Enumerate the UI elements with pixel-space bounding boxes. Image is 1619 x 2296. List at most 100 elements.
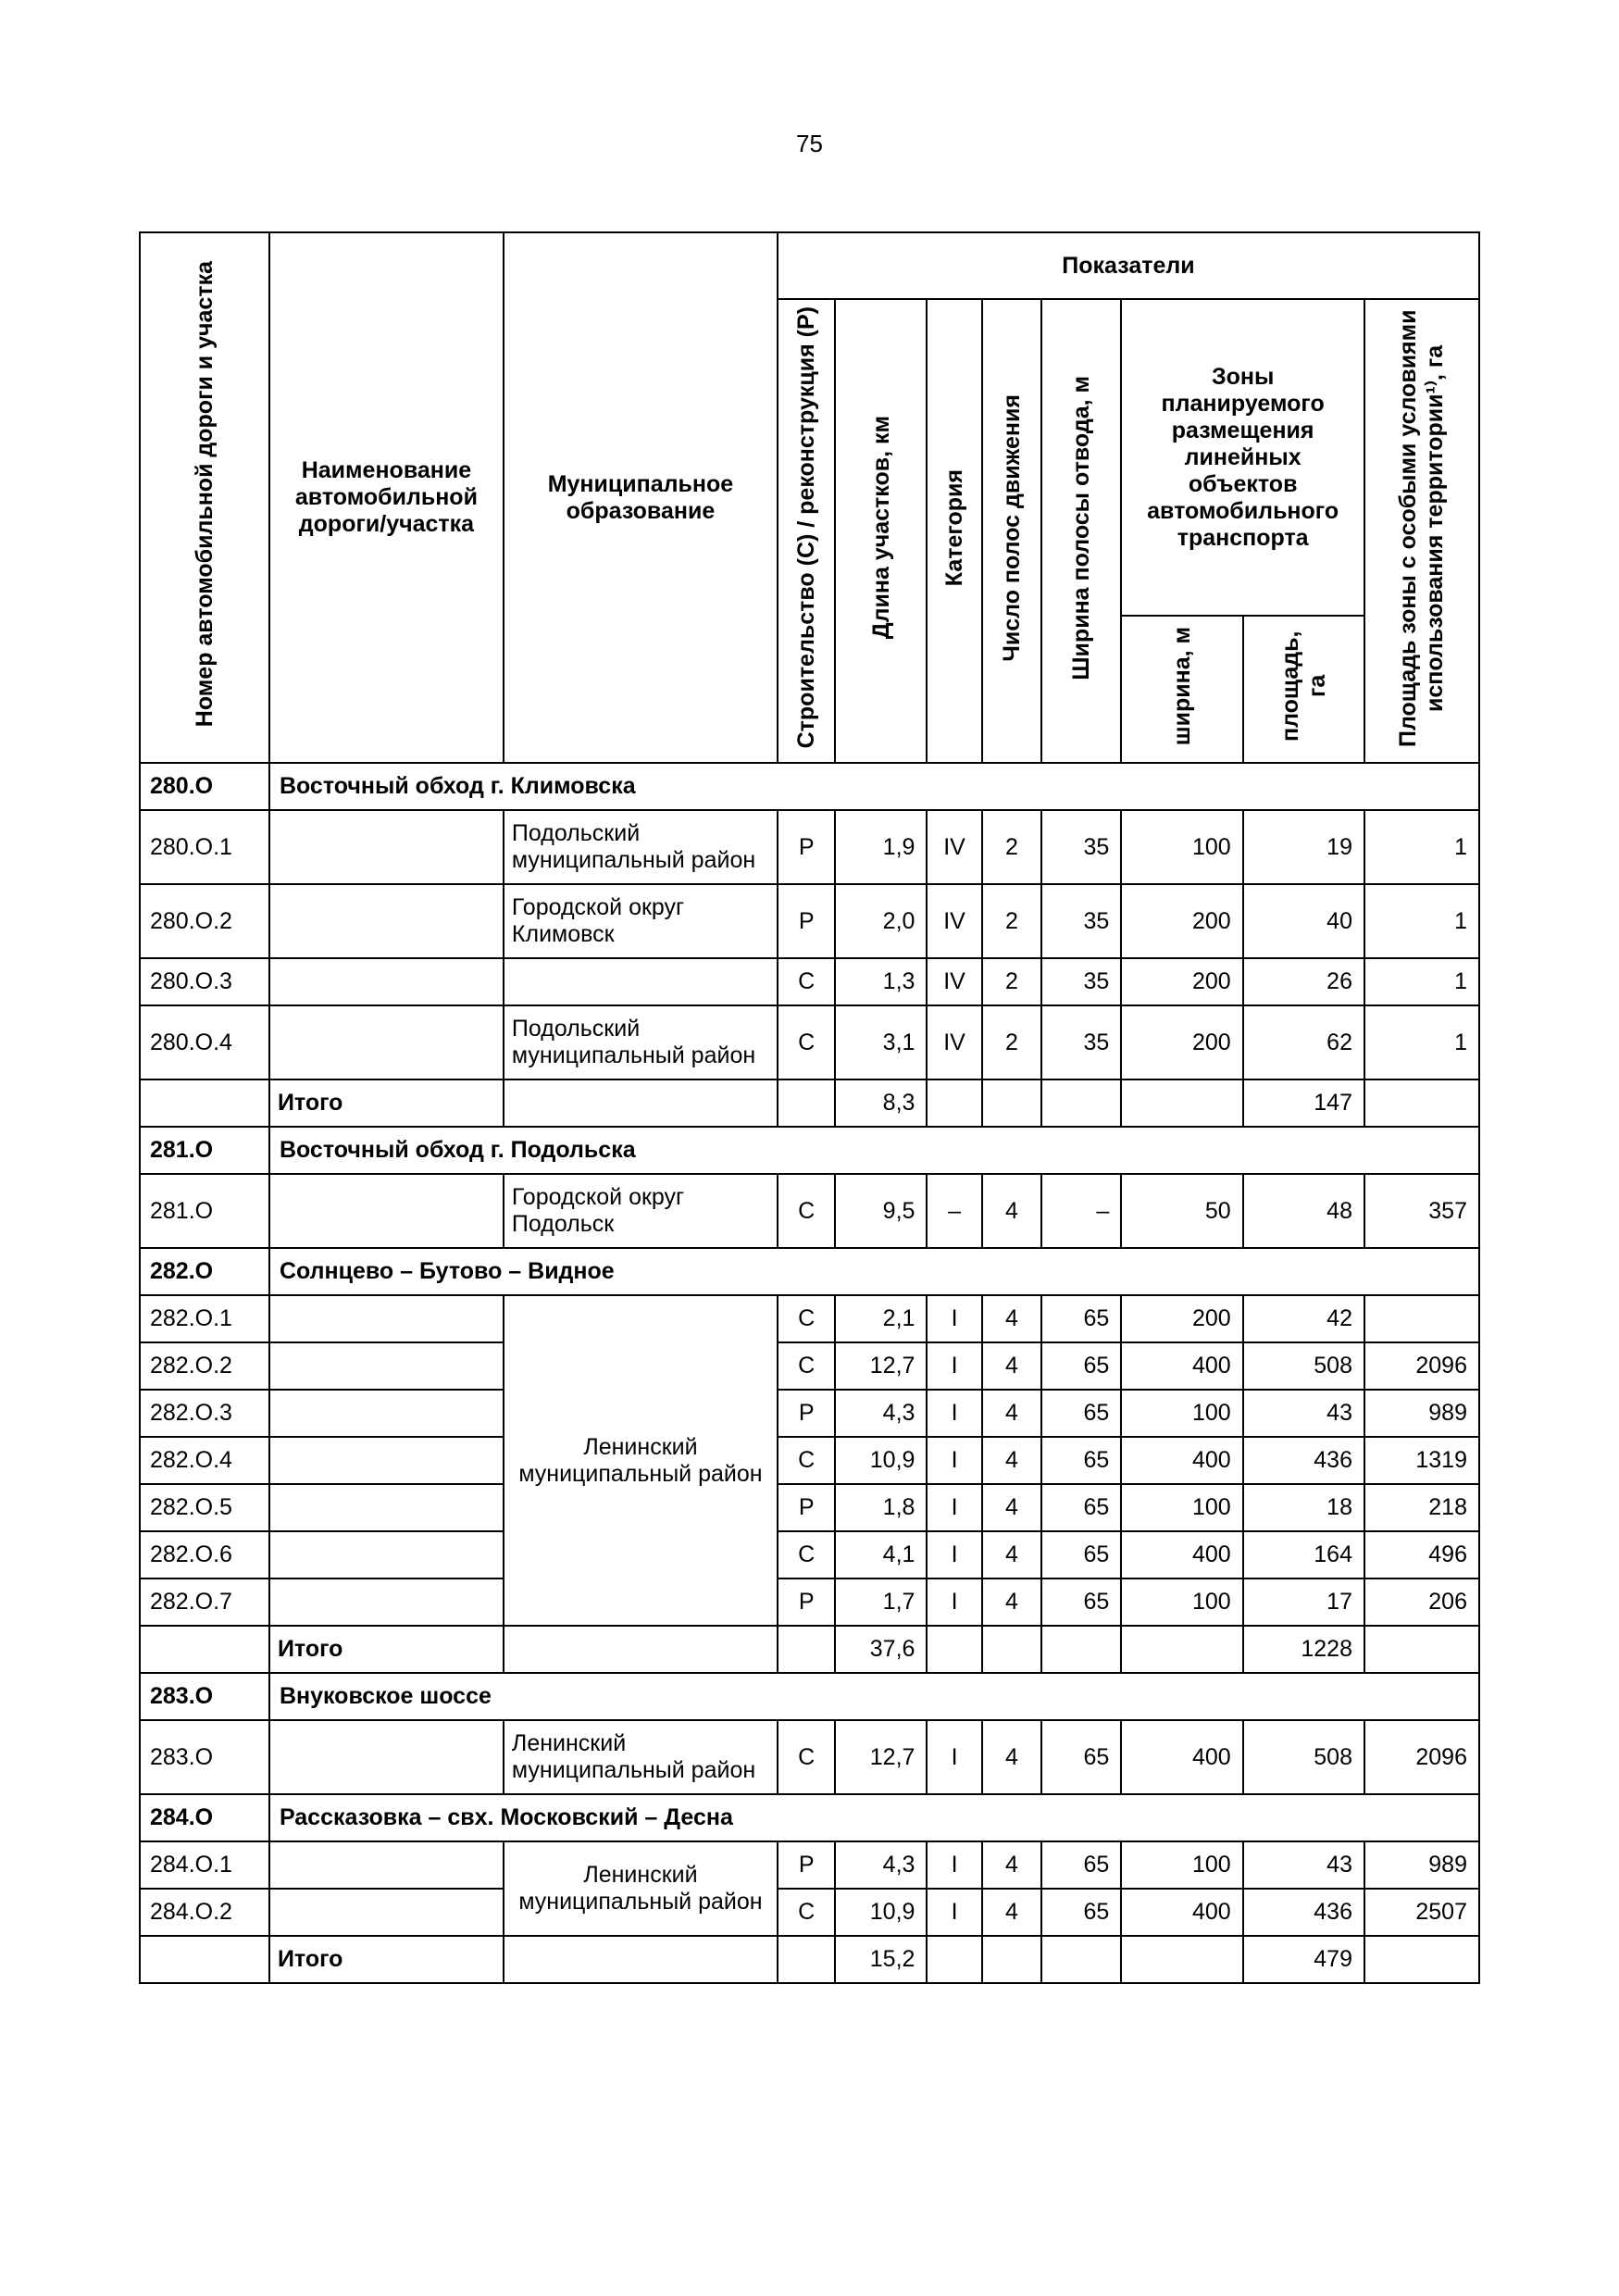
table-cell: 508: [1243, 1342, 1364, 1390]
table-cell: 2,1: [835, 1295, 927, 1342]
table-cell: С: [778, 1342, 835, 1390]
table-row: 282.О.2С12,7I4654005082096: [140, 1342, 1479, 1390]
table-cell: [269, 1484, 504, 1531]
table-cell: [269, 1295, 504, 1342]
table-cell: 282.О.2: [140, 1342, 269, 1390]
table-cell: 282.О.4: [140, 1437, 269, 1484]
table-cell: 35: [1041, 1005, 1121, 1079]
table-cell: 282.О.7: [140, 1578, 269, 1626]
table-cell: 65: [1041, 1484, 1121, 1531]
col-indicators: Показатели: [778, 232, 1479, 299]
table-cell: 15,2: [835, 1936, 927, 1983]
table-cell: [1041, 1936, 1121, 1983]
table-cell: 2,0: [835, 884, 927, 958]
table-cell: [927, 1626, 981, 1673]
table-cell: Р: [778, 1841, 835, 1889]
table-cell: 400: [1121, 1342, 1242, 1390]
table-cell: 65: [1041, 1578, 1121, 1626]
table-wrap: Номер автомобильной дороги и участка Наи…: [139, 231, 1480, 1984]
table-cell: Итого: [269, 1079, 504, 1127]
table-cell: С: [778, 1889, 835, 1936]
table-cell: [269, 1889, 504, 1936]
col-road-number: Номер автомобильной дороги и участка: [140, 232, 269, 763]
table-cell: I: [927, 1531, 981, 1578]
table-cell: [927, 1079, 981, 1127]
table-cell: Ленинский муниципальный район: [504, 1720, 778, 1794]
table-cell: I: [927, 1889, 981, 1936]
table-cell: 100: [1121, 1841, 1242, 1889]
table-cell: 2: [982, 884, 1042, 958]
table-cell: 436: [1243, 1889, 1364, 1936]
table-cell: Рассказовка – свх. Московский – Десна: [269, 1794, 1479, 1841]
table-cell: 19: [1243, 810, 1364, 884]
table-cell: 65: [1041, 1295, 1121, 1342]
table-cell: 1,3: [835, 958, 927, 1005]
table-cell: [269, 810, 504, 884]
table-cell: 284.О.2: [140, 1889, 269, 1936]
table-body: 280.ОВосточный обход г. Климовска280.О.1…: [140, 763, 1479, 1983]
table-cell: 4: [982, 1889, 1042, 1936]
total-row: Итого8,3147: [140, 1079, 1479, 1127]
table-cell: 62: [1243, 1005, 1364, 1079]
table-cell: 4: [982, 1841, 1042, 1889]
table-cell: 200: [1121, 884, 1242, 958]
table-cell: 200: [1121, 1295, 1242, 1342]
table-cell: –: [927, 1174, 981, 1248]
table-cell: 65: [1041, 1437, 1121, 1484]
table-cell: 4: [982, 1342, 1042, 1390]
table-cell: 280.О.3: [140, 958, 269, 1005]
table-cell: Внуковское шоссе: [269, 1673, 1479, 1720]
table-row: 281.ОГородской округ ПодольскС9,5–4–5048…: [140, 1174, 1479, 1248]
table-cell: I: [927, 1342, 981, 1390]
table-cell: С: [778, 1531, 835, 1578]
table-cell: 1: [1364, 1005, 1479, 1079]
table-cell: [269, 1174, 504, 1248]
table-cell: 17: [1243, 1578, 1364, 1626]
table-cell: 2507: [1364, 1889, 1479, 1936]
table-cell: [1041, 1079, 1121, 1127]
table-cell: 147: [1243, 1079, 1364, 1127]
table-cell: Ленинский муниципальный район: [504, 1841, 778, 1936]
table-cell: Ленинский муниципальный район: [504, 1295, 778, 1626]
table-cell: 4: [982, 1390, 1042, 1437]
table-cell: 37,6: [835, 1626, 927, 1673]
table-cell: IV: [927, 1005, 981, 1079]
roads-table: Номер автомобильной дороги и участка Наи…: [139, 231, 1480, 1984]
table-cell: 4,3: [835, 1841, 927, 1889]
table-cell: [504, 1626, 778, 1673]
section-header-row: 281.ОВосточный обход г. Подольска: [140, 1127, 1479, 1174]
table-cell: I: [927, 1841, 981, 1889]
col-zone-group: Зоны планируемого размещения линейных об…: [1121, 299, 1364, 616]
table-cell: 10,9: [835, 1889, 927, 1936]
table-cell: 43: [1243, 1390, 1364, 1437]
table-cell: I: [927, 1295, 981, 1342]
table-cell: 281.О: [140, 1174, 269, 1248]
table-cell: 4,3: [835, 1390, 927, 1437]
table-row: 282.О.3Р4,3I46510043989: [140, 1390, 1479, 1437]
col-road-name: Наименование автомобильной дороги/участк…: [269, 232, 504, 763]
table-cell: 4: [982, 1437, 1042, 1484]
table-row: 282.О.4С10,9I4654004361319: [140, 1437, 1479, 1484]
table-cell: Городской округ Климовск: [504, 884, 778, 958]
page-number: 75: [0, 130, 1619, 158]
table-cell: Итого: [269, 1936, 504, 1983]
table-cell: [1364, 1295, 1479, 1342]
table-cell: [778, 1626, 835, 1673]
table-cell: [1041, 1626, 1121, 1673]
table-cell: 283.О: [140, 1673, 269, 1720]
table-cell: 400: [1121, 1437, 1242, 1484]
table-cell: 9,5: [835, 1174, 927, 1248]
table-cell: [269, 1531, 504, 1578]
total-row: Итого37,61228: [140, 1626, 1479, 1673]
table-row: 284.О.1Ленинский муниципальный районР4,3…: [140, 1841, 1479, 1889]
table-cell: [982, 1936, 1042, 1983]
table-cell: 281.О: [140, 1127, 269, 1174]
table-row: 280.О.3С1,3IV235200261: [140, 958, 1479, 1005]
table-cell: Подольский муниципальный район: [504, 810, 778, 884]
table-cell: 35: [1041, 810, 1121, 884]
table-row: 282.О.1Ленинский муниципальный районС2,1…: [140, 1295, 1479, 1342]
table-cell: 479: [1243, 1936, 1364, 1983]
table-cell: [1121, 1626, 1242, 1673]
table-cell: 100: [1121, 1390, 1242, 1437]
table-cell: 400: [1121, 1720, 1242, 1794]
